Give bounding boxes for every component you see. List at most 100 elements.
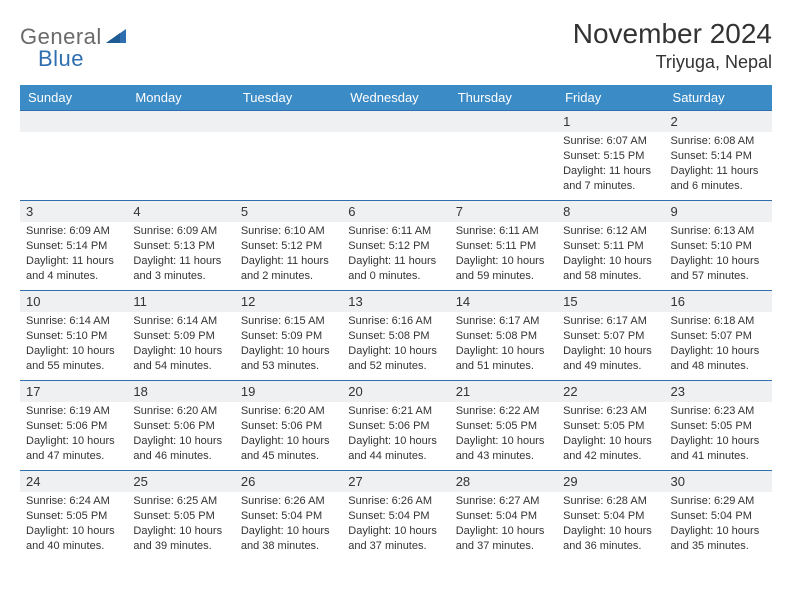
location: Triyuga, Nepal [573, 52, 772, 73]
sunrise-text: Sunrise: 6:19 AM [26, 404, 121, 419]
sunrise-text: Sunrise: 6:26 AM [241, 494, 336, 509]
day-body: Sunrise: 6:19 AMSunset: 5:06 PMDaylight:… [20, 402, 127, 467]
day-number: 12 [235, 291, 342, 312]
daylight-text: Daylight: 10 hours and 42 minutes. [563, 434, 658, 464]
sunset-text: Sunset: 5:05 PM [563, 419, 658, 434]
day-body: Sunrise: 6:15 AMSunset: 5:09 PMDaylight:… [235, 312, 342, 377]
daylight-text: Daylight: 10 hours and 59 minutes. [456, 254, 551, 284]
triangle-icon [106, 27, 126, 48]
day-cell [235, 111, 342, 201]
sunrise-text: Sunrise: 6:15 AM [241, 314, 336, 329]
daylight-text: Daylight: 10 hours and 40 minutes. [26, 524, 121, 554]
day-number: 13 [342, 291, 449, 312]
logo-sub: Blue [38, 46, 84, 72]
day-body: Sunrise: 6:11 AMSunset: 5:12 PMDaylight:… [342, 222, 449, 287]
daylight-text: Daylight: 11 hours and 0 minutes. [348, 254, 443, 284]
day-cell: 24Sunrise: 6:24 AMSunset: 5:05 PMDayligh… [20, 471, 127, 561]
day-body: Sunrise: 6:29 AMSunset: 5:04 PMDaylight:… [665, 492, 772, 557]
daylight-text: Daylight: 10 hours and 35 minutes. [671, 524, 766, 554]
day-number: 26 [235, 471, 342, 492]
daylight-text: Daylight: 10 hours and 37 minutes. [456, 524, 551, 554]
day-number: 8 [557, 201, 664, 222]
day-number: 23 [665, 381, 772, 402]
day-number: 20 [342, 381, 449, 402]
day-cell: 16Sunrise: 6:18 AMSunset: 5:07 PMDayligh… [665, 291, 772, 381]
day-body: Sunrise: 6:10 AMSunset: 5:12 PMDaylight:… [235, 222, 342, 287]
daylight-text: Daylight: 10 hours and 49 minutes. [563, 344, 658, 374]
sunset-text: Sunset: 5:07 PM [563, 329, 658, 344]
sunset-text: Sunset: 5:05 PM [456, 419, 551, 434]
day-number: 9 [665, 201, 772, 222]
day-number: 5 [235, 201, 342, 222]
daylight-text: Daylight: 10 hours and 45 minutes. [241, 434, 336, 464]
day-cell: 28Sunrise: 6:27 AMSunset: 5:04 PMDayligh… [450, 471, 557, 561]
day-cell: 18Sunrise: 6:20 AMSunset: 5:06 PMDayligh… [127, 381, 234, 471]
day-number: 24 [20, 471, 127, 492]
daylight-text: Daylight: 10 hours and 48 minutes. [671, 344, 766, 374]
sunset-text: Sunset: 5:14 PM [671, 149, 766, 164]
daylight-text: Daylight: 10 hours and 44 minutes. [348, 434, 443, 464]
dayhead-mon: Monday [127, 85, 234, 111]
sunset-text: Sunset: 5:14 PM [26, 239, 121, 254]
day-body: Sunrise: 6:14 AMSunset: 5:09 PMDaylight:… [127, 312, 234, 377]
day-cell: 20Sunrise: 6:21 AMSunset: 5:06 PMDayligh… [342, 381, 449, 471]
daylight-text: Daylight: 10 hours and 54 minutes. [133, 344, 228, 374]
day-body: Sunrise: 6:12 AMSunset: 5:11 PMDaylight:… [557, 222, 664, 287]
sunset-text: Sunset: 5:06 PM [26, 419, 121, 434]
sunset-text: Sunset: 5:13 PM [133, 239, 228, 254]
day-number-empty [342, 111, 449, 132]
sunrise-text: Sunrise: 6:18 AM [671, 314, 766, 329]
day-cell: 3Sunrise: 6:09 AMSunset: 5:14 PMDaylight… [20, 201, 127, 291]
sunset-text: Sunset: 5:05 PM [671, 419, 766, 434]
sunrise-text: Sunrise: 6:26 AM [348, 494, 443, 509]
day-body: Sunrise: 6:11 AMSunset: 5:11 PMDaylight:… [450, 222, 557, 287]
day-body: Sunrise: 6:27 AMSunset: 5:04 PMDaylight:… [450, 492, 557, 557]
dayhead-tue: Tuesday [235, 85, 342, 111]
day-body: Sunrise: 6:23 AMSunset: 5:05 PMDaylight:… [665, 402, 772, 467]
day-number: 21 [450, 381, 557, 402]
sunrise-text: Sunrise: 6:29 AM [671, 494, 766, 509]
sunrise-text: Sunrise: 6:14 AM [26, 314, 121, 329]
daylight-text: Daylight: 10 hours and 52 minutes. [348, 344, 443, 374]
sunrise-text: Sunrise: 6:21 AM [348, 404, 443, 419]
sunrise-text: Sunrise: 6:25 AM [133, 494, 228, 509]
sunset-text: Sunset: 5:08 PM [456, 329, 551, 344]
day-number: 27 [342, 471, 449, 492]
dayhead-fri: Friday [557, 85, 664, 111]
sunset-text: Sunset: 5:09 PM [133, 329, 228, 344]
day-cell: 19Sunrise: 6:20 AMSunset: 5:06 PMDayligh… [235, 381, 342, 471]
day-header-row: Sunday Monday Tuesday Wednesday Thursday… [20, 85, 772, 111]
daylight-text: Daylight: 11 hours and 3 minutes. [133, 254, 228, 284]
sunset-text: Sunset: 5:05 PM [26, 509, 121, 524]
sunrise-text: Sunrise: 6:13 AM [671, 224, 766, 239]
daylight-text: Daylight: 10 hours and 43 minutes. [456, 434, 551, 464]
day-number: 1 [557, 111, 664, 132]
sunset-text: Sunset: 5:11 PM [456, 239, 551, 254]
sunset-text: Sunset: 5:09 PM [241, 329, 336, 344]
sunset-text: Sunset: 5:12 PM [241, 239, 336, 254]
day-cell: 25Sunrise: 6:25 AMSunset: 5:05 PMDayligh… [127, 471, 234, 561]
sunset-text: Sunset: 5:06 PM [133, 419, 228, 434]
week-row: 1Sunrise: 6:07 AMSunset: 5:15 PMDaylight… [20, 111, 772, 201]
daylight-text: Daylight: 11 hours and 7 minutes. [563, 164, 658, 194]
day-cell: 11Sunrise: 6:14 AMSunset: 5:09 PMDayligh… [127, 291, 234, 381]
day-cell: 13Sunrise: 6:16 AMSunset: 5:08 PMDayligh… [342, 291, 449, 381]
sunrise-text: Sunrise: 6:07 AM [563, 134, 658, 149]
daylight-text: Daylight: 11 hours and 2 minutes. [241, 254, 336, 284]
sunrise-text: Sunrise: 6:10 AM [241, 224, 336, 239]
day-body: Sunrise: 6:18 AMSunset: 5:07 PMDaylight:… [665, 312, 772, 377]
day-number: 11 [127, 291, 234, 312]
daylight-text: Daylight: 10 hours and 51 minutes. [456, 344, 551, 374]
day-body: Sunrise: 6:17 AMSunset: 5:07 PMDaylight:… [557, 312, 664, 377]
sunset-text: Sunset: 5:10 PM [26, 329, 121, 344]
day-body: Sunrise: 6:22 AMSunset: 5:05 PMDaylight:… [450, 402, 557, 467]
sunset-text: Sunset: 5:05 PM [133, 509, 228, 524]
sunrise-text: Sunrise: 6:11 AM [456, 224, 551, 239]
day-cell: 6Sunrise: 6:11 AMSunset: 5:12 PMDaylight… [342, 201, 449, 291]
daylight-text: Daylight: 10 hours and 37 minutes. [348, 524, 443, 554]
sunset-text: Sunset: 5:04 PM [563, 509, 658, 524]
day-cell: 5Sunrise: 6:10 AMSunset: 5:12 PMDaylight… [235, 201, 342, 291]
week-row: 10Sunrise: 6:14 AMSunset: 5:10 PMDayligh… [20, 291, 772, 381]
week-row: 17Sunrise: 6:19 AMSunset: 5:06 PMDayligh… [20, 381, 772, 471]
day-number: 6 [342, 201, 449, 222]
